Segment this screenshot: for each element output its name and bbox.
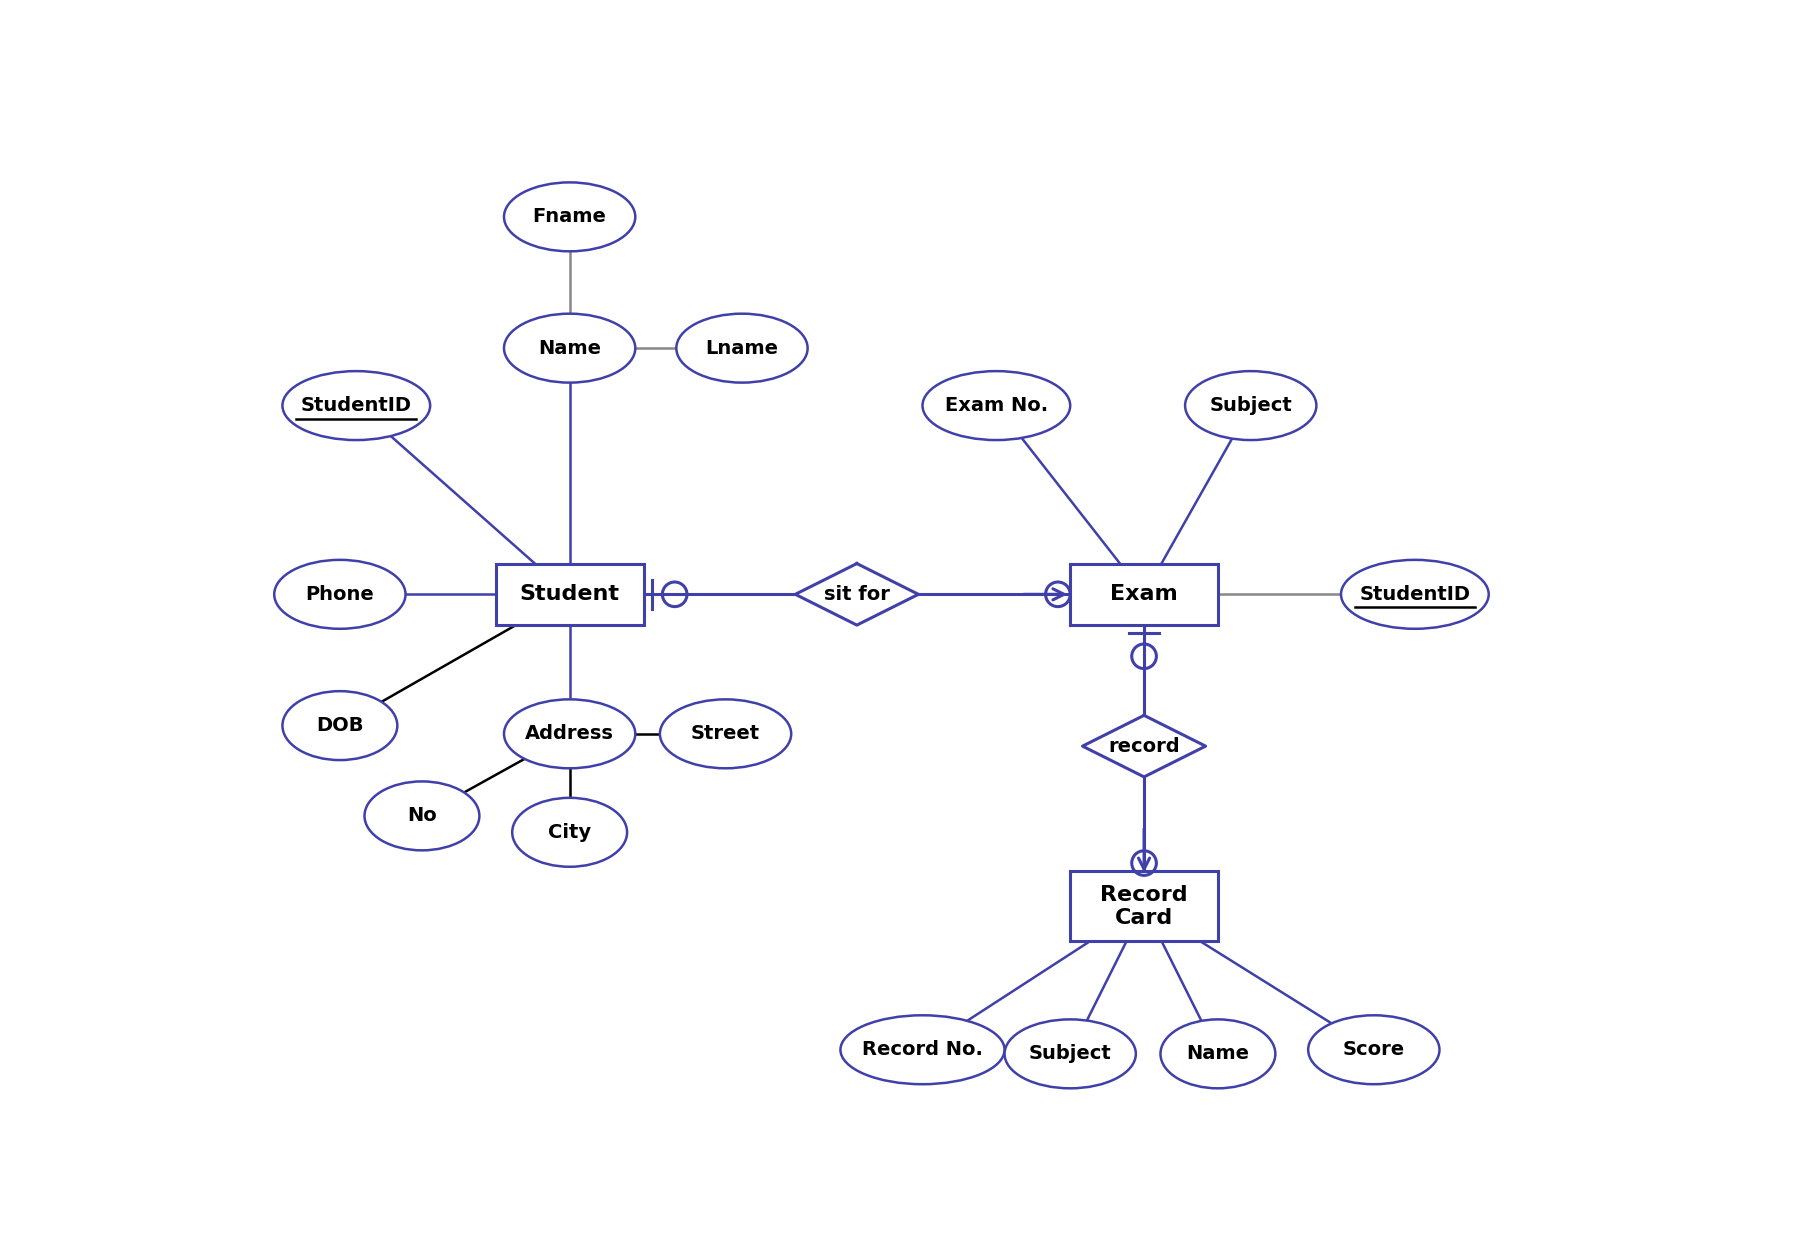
Ellipse shape (504, 182, 635, 251)
Text: Student: Student (520, 584, 619, 604)
Text: Record
Card: Record Card (1100, 885, 1188, 928)
Ellipse shape (283, 691, 398, 760)
Text: Name: Name (1186, 1044, 1249, 1064)
Text: Lname: Lname (706, 339, 778, 357)
Text: Address: Address (526, 724, 614, 744)
Ellipse shape (922, 371, 1071, 440)
FancyBboxPatch shape (1071, 871, 1219, 941)
Text: StudentID: StudentID (301, 396, 412, 415)
Ellipse shape (661, 699, 792, 769)
Ellipse shape (1004, 1020, 1136, 1089)
Text: No: No (407, 806, 437, 825)
Text: Exam: Exam (1111, 584, 1177, 604)
Text: DOB: DOB (317, 716, 364, 735)
Ellipse shape (1309, 1015, 1440, 1084)
Text: sit for: sit for (824, 585, 889, 604)
Ellipse shape (274, 560, 405, 629)
Text: Score: Score (1343, 1040, 1404, 1059)
Ellipse shape (841, 1015, 1004, 1084)
FancyBboxPatch shape (495, 564, 644, 625)
Text: Subject: Subject (1210, 396, 1292, 415)
Text: Subject: Subject (1030, 1044, 1112, 1064)
Text: Street: Street (691, 724, 760, 744)
Ellipse shape (1161, 1020, 1276, 1089)
Text: Phone: Phone (306, 585, 374, 604)
Text: Fname: Fname (533, 208, 607, 226)
Polygon shape (1082, 715, 1206, 778)
Text: Exam No.: Exam No. (945, 396, 1048, 415)
FancyBboxPatch shape (1071, 564, 1219, 625)
Ellipse shape (283, 371, 430, 440)
Text: Record No.: Record No. (862, 1040, 983, 1059)
Ellipse shape (504, 314, 635, 382)
Text: City: City (547, 822, 590, 841)
Ellipse shape (513, 798, 626, 866)
Text: StudentID: StudentID (1359, 585, 1471, 604)
Ellipse shape (677, 314, 808, 382)
Text: Name: Name (538, 339, 601, 357)
Ellipse shape (504, 699, 635, 769)
Text: record: record (1109, 736, 1179, 756)
Polygon shape (796, 564, 918, 625)
Ellipse shape (364, 781, 479, 850)
Ellipse shape (1341, 560, 1489, 629)
Ellipse shape (1184, 371, 1316, 440)
